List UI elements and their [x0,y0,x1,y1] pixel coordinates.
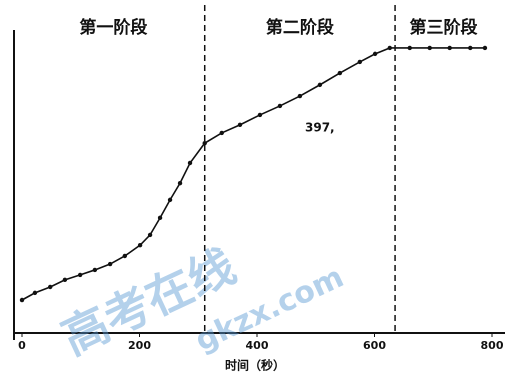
data-point [468,45,473,51]
data-point [447,45,452,51]
data-point [122,253,128,259]
data-point [387,45,392,51]
data-point [237,122,243,128]
data-point [187,160,193,166]
x-axis-label: 时间（秒） [225,358,285,373]
data-point [297,93,303,99]
stage-label: 第一阶段 [79,17,147,38]
data-point [202,140,207,146]
x-tick-label: 0 [18,339,26,352]
data-point [317,82,323,88]
data-point [62,277,68,283]
data-point [177,180,183,186]
data-point [137,242,143,248]
x-tick-label: 600 [363,339,386,352]
x-tick-label: 200 [128,339,151,352]
data-point [92,267,98,273]
stage-label: 第三阶段 [410,17,478,38]
data-point [147,232,153,238]
data-point [48,284,53,290]
data-point [157,215,163,221]
data-point [407,45,412,51]
data-point [77,272,83,278]
data-point [19,297,25,303]
data-line [21,47,485,301]
data-point [482,45,488,51]
data-point [427,45,432,51]
data-point [167,197,173,203]
data-point [257,112,263,118]
data-point [277,103,283,109]
data-point [219,130,224,136]
data-point [107,261,113,267]
x-tick-label: 800 [481,339,504,352]
data-point [372,51,378,57]
data-point [337,70,343,76]
stage-label: 第二阶段 [266,17,334,38]
data-point [357,59,363,65]
annotation: 397, [305,121,335,135]
x-tick-label: 400 [246,339,269,352]
data-point [32,290,38,296]
